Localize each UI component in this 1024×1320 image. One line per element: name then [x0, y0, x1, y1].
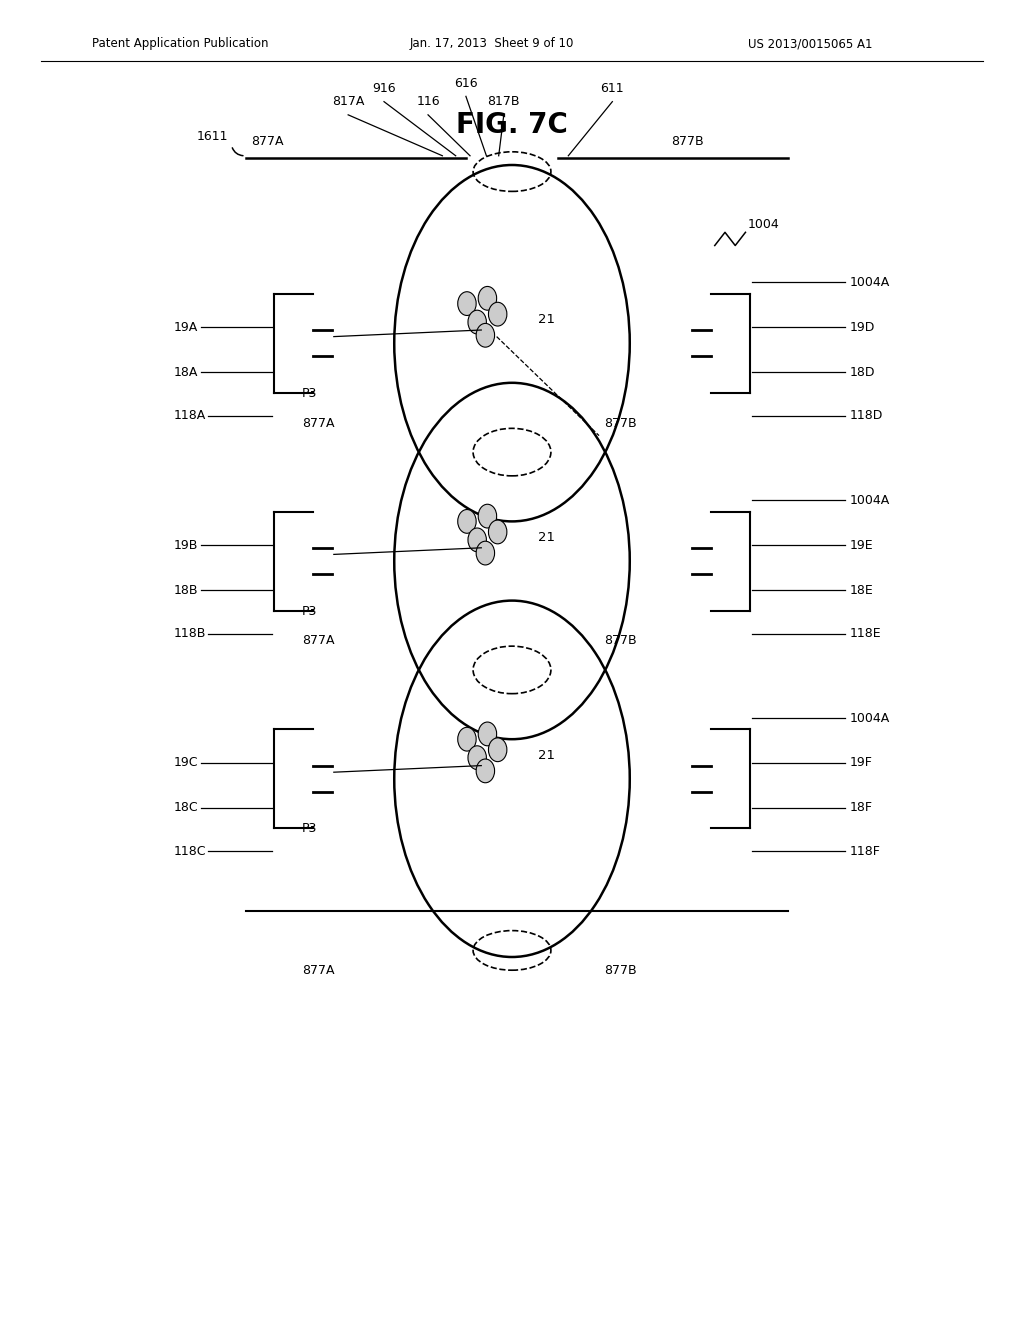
- Text: P3: P3: [302, 387, 317, 400]
- Text: 1004A: 1004A: [850, 276, 890, 289]
- Text: 916: 916: [372, 82, 396, 95]
- Text: 877B: 877B: [604, 417, 637, 429]
- Text: 877A: 877A: [302, 635, 335, 647]
- Text: FIG. 7C: FIG. 7C: [456, 111, 568, 140]
- Text: 1611: 1611: [197, 129, 228, 143]
- Text: 877A: 877A: [302, 964, 335, 977]
- Text: 21: 21: [538, 313, 555, 326]
- Circle shape: [476, 541, 495, 565]
- Text: 877A: 877A: [251, 135, 284, 148]
- Text: P3: P3: [302, 605, 317, 618]
- Text: 18A: 18A: [174, 366, 199, 379]
- Text: 21: 21: [538, 748, 555, 762]
- Text: 19E: 19E: [850, 539, 873, 552]
- Circle shape: [458, 727, 476, 751]
- Text: 118C: 118C: [174, 845, 207, 858]
- Text: 616: 616: [454, 77, 478, 90]
- Text: 118D: 118D: [850, 409, 884, 422]
- Text: 19B: 19B: [174, 539, 199, 552]
- Text: 118B: 118B: [174, 627, 207, 640]
- Text: 817B: 817B: [487, 95, 520, 108]
- Circle shape: [468, 746, 486, 770]
- Circle shape: [478, 286, 497, 310]
- Circle shape: [488, 302, 507, 326]
- Circle shape: [468, 528, 486, 552]
- Text: 1004A: 1004A: [850, 494, 890, 507]
- Text: 877B: 877B: [604, 964, 637, 977]
- Text: 611: 611: [600, 82, 625, 95]
- Text: 18F: 18F: [850, 801, 872, 814]
- Text: 18B: 18B: [174, 583, 199, 597]
- Circle shape: [458, 510, 476, 533]
- Circle shape: [488, 520, 507, 544]
- Text: 18E: 18E: [850, 583, 873, 597]
- Circle shape: [476, 759, 495, 783]
- Text: 877A: 877A: [302, 417, 335, 429]
- Text: 118F: 118F: [850, 845, 881, 858]
- Text: P3: P3: [302, 822, 317, 836]
- Text: 118A: 118A: [174, 409, 206, 422]
- Circle shape: [478, 722, 497, 746]
- Circle shape: [488, 738, 507, 762]
- Text: 19C: 19C: [174, 756, 199, 770]
- Text: 1004: 1004: [748, 218, 779, 231]
- Text: Patent Application Publication: Patent Application Publication: [92, 37, 268, 50]
- Text: 19F: 19F: [850, 756, 872, 770]
- Text: 1004A: 1004A: [850, 711, 890, 725]
- Text: 877B: 877B: [671, 135, 703, 148]
- Circle shape: [478, 504, 497, 528]
- FancyArrowPatch shape: [232, 148, 243, 156]
- Text: Jan. 17, 2013  Sheet 9 of 10: Jan. 17, 2013 Sheet 9 of 10: [410, 37, 574, 50]
- Circle shape: [468, 310, 486, 334]
- Text: 817A: 817A: [332, 95, 365, 108]
- Text: US 2013/0015065 A1: US 2013/0015065 A1: [748, 37, 872, 50]
- Text: 116: 116: [416, 95, 440, 108]
- Text: 118E: 118E: [850, 627, 882, 640]
- Text: 18C: 18C: [174, 801, 199, 814]
- Text: 21: 21: [538, 531, 555, 544]
- Text: 877B: 877B: [604, 635, 637, 647]
- Circle shape: [458, 292, 476, 315]
- Text: 19D: 19D: [850, 321, 876, 334]
- Circle shape: [476, 323, 495, 347]
- Text: 18D: 18D: [850, 366, 876, 379]
- Text: 19A: 19A: [174, 321, 199, 334]
